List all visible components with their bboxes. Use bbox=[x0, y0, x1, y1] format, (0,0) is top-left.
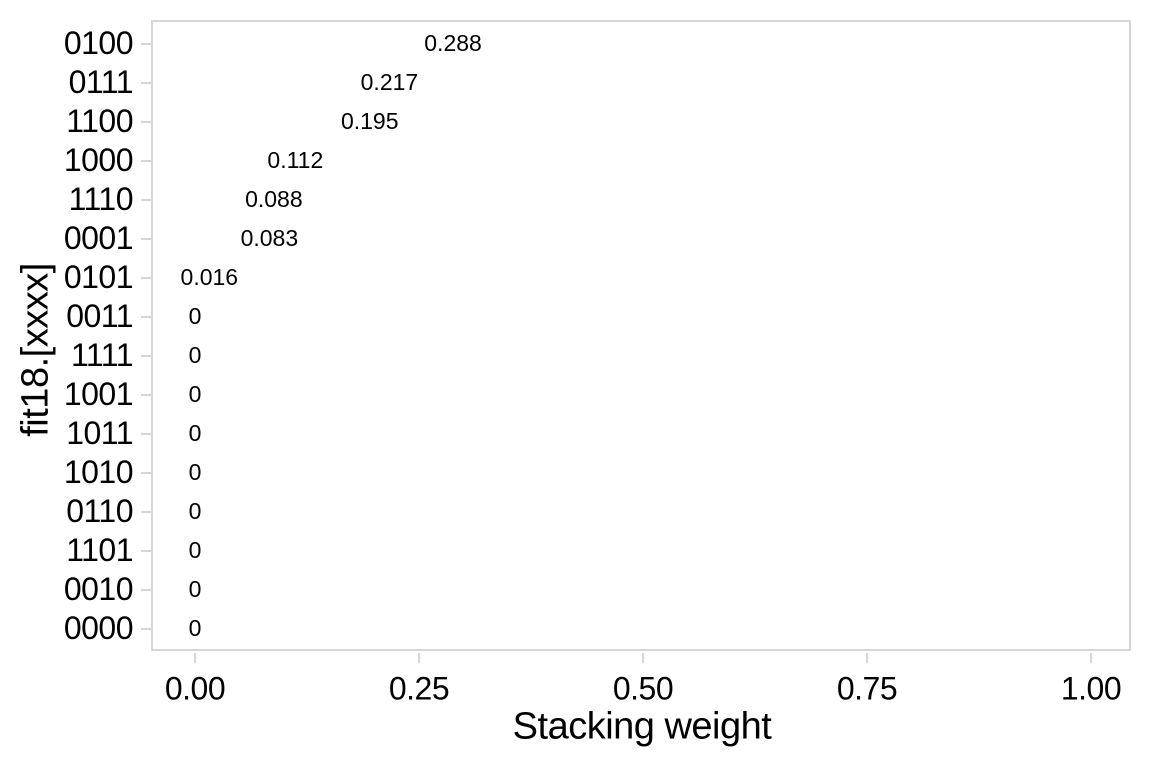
y-axis-title: fit18.[xxxx] bbox=[14, 263, 57, 437]
data-point-label: 0.016 bbox=[180, 263, 239, 290]
data-point-label: 0.288 bbox=[424, 29, 482, 56]
x-tick-label: 0.75 bbox=[836, 670, 898, 707]
y-tick-label: 0001 bbox=[63, 219, 134, 256]
y-tick-label: 1101 bbox=[66, 531, 133, 568]
y-tick-mark bbox=[141, 550, 151, 553]
data-point-label: 0 bbox=[188, 576, 202, 603]
y-tick-label: 1111 bbox=[70, 336, 134, 373]
data-point-label: 0 bbox=[188, 537, 202, 564]
y-tick-label: 1000 bbox=[63, 141, 134, 178]
data-point-label: 0.083 bbox=[240, 224, 299, 251]
x-tick-label: 0.25 bbox=[388, 670, 450, 707]
y-tick-label: 0110 bbox=[66, 492, 133, 529]
y-tick-label: 0010 bbox=[63, 570, 134, 607]
y-tick-mark bbox=[141, 511, 151, 514]
x-axis-title: Stacking weight bbox=[512, 705, 772, 748]
y-tick-label: 0011 bbox=[66, 297, 133, 334]
y-tick-mark bbox=[141, 198, 151, 201]
y-tick-label: 0000 bbox=[63, 610, 134, 647]
y-tick-mark bbox=[141, 472, 151, 475]
x-tick-mark bbox=[1090, 653, 1092, 663]
data-point-label: 0 bbox=[188, 419, 202, 446]
data-point-label: 0 bbox=[188, 459, 202, 486]
y-tick-mark bbox=[141, 276, 151, 279]
y-tick-mark bbox=[141, 237, 151, 240]
data-point-label: 0 bbox=[188, 615, 202, 642]
y-tick-mark bbox=[141, 354, 151, 357]
data-point-label: 0.088 bbox=[245, 185, 303, 212]
x-tick-mark bbox=[194, 653, 196, 663]
data-point-label: 0 bbox=[188, 341, 202, 368]
x-tick-mark bbox=[642, 653, 644, 663]
y-tick-label: 0111 bbox=[68, 63, 134, 100]
y-tick-mark bbox=[141, 42, 151, 45]
x-tick-mark bbox=[866, 653, 868, 663]
data-point-label: 0.195 bbox=[340, 107, 399, 134]
y-tick-mark bbox=[141, 159, 151, 162]
x-tick-label: 1.00 bbox=[1060, 670, 1122, 707]
y-tick-label: 1011 bbox=[66, 414, 133, 451]
y-tick-mark bbox=[141, 120, 151, 123]
y-tick-label: 1010 bbox=[63, 453, 134, 490]
x-tick-label: 0.50 bbox=[612, 670, 674, 707]
y-tick-mark bbox=[141, 589, 151, 592]
y-tick-mark bbox=[141, 393, 151, 396]
y-tick-mark bbox=[141, 315, 151, 318]
y-tick-label: 0100 bbox=[63, 24, 134, 61]
y-tick-mark bbox=[141, 81, 151, 84]
x-tick-mark bbox=[418, 653, 420, 663]
data-point-label: 0.217 bbox=[360, 68, 419, 95]
y-tick-label: 1100 bbox=[66, 102, 133, 139]
y-tick-label: 1001 bbox=[63, 375, 134, 412]
data-point-label: 0 bbox=[188, 302, 202, 329]
y-tick-label: 1110 bbox=[68, 180, 134, 217]
data-point-label: 0 bbox=[188, 498, 202, 525]
y-tick-mark bbox=[141, 628, 151, 631]
data-point-label: 0 bbox=[188, 380, 202, 407]
y-tick-label: 0101 bbox=[63, 258, 134, 295]
plot-panel bbox=[151, 20, 1131, 651]
y-tick-mark bbox=[141, 433, 151, 435]
x-tick-label: 0.00 bbox=[164, 670, 226, 707]
data-point-label: 0.112 bbox=[267, 146, 324, 173]
